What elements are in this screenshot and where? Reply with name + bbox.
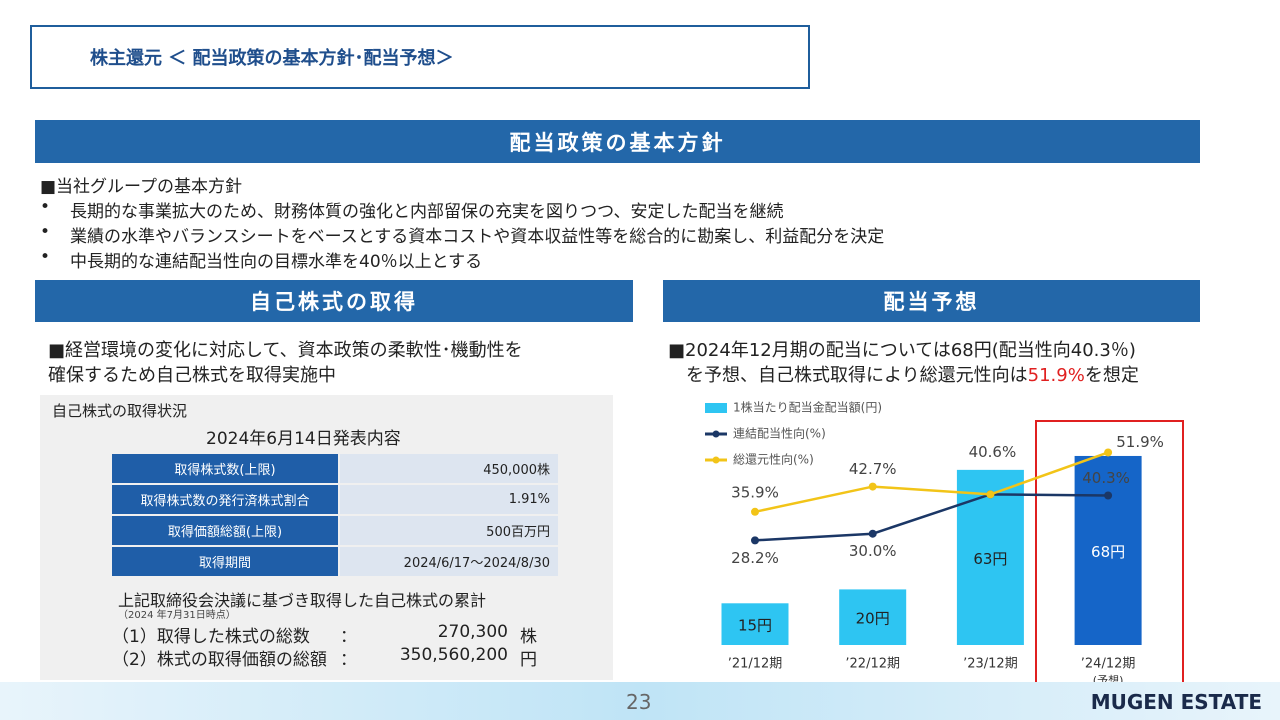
row-value: 1.91%: [340, 485, 558, 514]
status-title: 自己株式の取得状況: [52, 402, 188, 420]
footer-band: [0, 682, 1280, 720]
row-value: 2024/6/17～2024/8/30: [340, 547, 558, 576]
point: [1104, 491, 1113, 500]
line: [754, 451, 1109, 514]
logo: MUGEN ESTATE: [1090, 690, 1262, 714]
as-of: （2024 年7月31日時点）: [118, 610, 236, 621]
data-label: 40.6%: [969, 443, 1017, 461]
legend-swatch: [712, 456, 720, 464]
intro: ■当社グループの基本方針: [40, 177, 243, 197]
page-number: 23: [626, 690, 652, 714]
item-colon: ：: [340, 650, 357, 670]
item-unit: 株: [520, 627, 537, 647]
item-colon: ：: [340, 627, 357, 647]
lead: を予想、自己株式取得により総還元性向は51.9%を想定: [686, 361, 1139, 387]
point: [1104, 448, 1113, 457]
legend-swatch: [705, 403, 727, 413]
point: [868, 529, 877, 538]
table-row: 取得株式数(上限) 450,000株: [112, 454, 558, 483]
point: [751, 536, 759, 545]
bar: [956, 469, 1024, 645]
legend-swatch: [712, 430, 720, 438]
table-row: 取得株式数の発行済株式割合 1.91%: [112, 485, 558, 514]
bar: [1074, 455, 1142, 645]
row-label: 取得価額総額(上限): [112, 516, 338, 545]
section-heading: 配当予想: [663, 280, 1200, 322]
x-tick-label: ’24/12期: [1081, 657, 1136, 672]
bullet: 長期的な事業拡大のため、財務体質の強化と内部留保の充実を図りつつ、安定した配当を…: [70, 202, 784, 222]
data-label: 30.0%: [849, 542, 897, 560]
bar: [839, 589, 907, 645]
row-value: 450,000株: [340, 454, 558, 483]
table-row: 取得価額総額(上限) 500百万円: [112, 516, 558, 545]
section-heading: 配当政策の基本方針: [35, 120, 1200, 163]
line: [754, 493, 1109, 542]
bullet: 業績の水準やバランスシートをベースとする資本コストや資本収益性等を総合的に勘案し…: [70, 227, 885, 247]
point: [868, 482, 877, 491]
bullet-dot: •: [40, 197, 51, 217]
data-label: 68円: [1091, 543, 1125, 561]
bullet: 中長期的な連結配当性向の目標水準を40％以上とする: [70, 252, 483, 272]
table-row: 取得期間 2024/6/17～2024/8/30: [112, 547, 558, 576]
announcement: 2024年6月14日発表内容: [206, 429, 401, 449]
data-label: 42.7%: [849, 460, 897, 478]
cumulative-title: 上記取締役会決議に基づき取得した自己株式の累計: [118, 591, 487, 610]
bar: [721, 603, 789, 645]
data-label: 63円: [973, 550, 1007, 568]
lead: 確保するため自己株式を取得実施中: [48, 365, 336, 386]
point: [751, 507, 759, 516]
item-value: 350,560,200: [399, 645, 508, 665]
data-label: 28.2%: [731, 549, 779, 567]
data-label: 35.9%: [731, 483, 779, 501]
data-label: 15円: [738, 617, 772, 635]
data-label: 20円: [856, 610, 890, 628]
item-unit: 円: [520, 650, 537, 670]
highlight: 51.9%: [1027, 365, 1085, 386]
data-label: 40.3%: [1082, 469, 1130, 487]
lead: ■2024年12月期の配当については68円(配当性向40.3％): [668, 340, 1136, 361]
legend-label: 1株当たり配当金配当額(円): [733, 400, 882, 415]
row-value: 500百万円: [340, 516, 558, 545]
title-box: [30, 25, 810, 89]
row-label: 取得株式数(上限): [112, 454, 338, 483]
item-label: （1）取得した株式の総数: [112, 627, 310, 647]
row-label: 取得株式数の発行済株式割合: [112, 485, 338, 514]
legend-label: 連結配当性向(%): [733, 426, 826, 441]
point: [986, 490, 995, 499]
x-tick-label: ’23/12期: [963, 657, 1018, 672]
item-value: 270,300: [437, 622, 508, 642]
item-label: （2）株式の取得価額の総額: [112, 650, 327, 670]
data-label: 51.9%: [1116, 433, 1164, 451]
x-tick-label: ’22/12期: [845, 657, 900, 672]
legend-label: 総還元性向(%): [733, 452, 814, 467]
slide-title: 株主還元 ＜ 配当政策の基本方針･配当予想＞: [90, 48, 454, 69]
lead: ■経営環境の変化に対応して、資本政策の柔軟性･機動性を: [48, 340, 523, 361]
lead-text: を予想、自己株式取得により総還元性向は: [686, 365, 1028, 386]
bullet-dot: •: [40, 222, 51, 242]
x-tick-label: ’21/12期: [728, 657, 783, 672]
lead-text: を想定: [1084, 365, 1139, 386]
section-heading: 自己株式の取得: [35, 280, 633, 322]
bullet-dot: •: [40, 247, 51, 267]
buyback-table: 取得株式数(上限) 450,000株 取得株式数の発行済株式割合 1.91% 取得価額総…: [110, 452, 560, 578]
row-label: 取得期間: [112, 547, 338, 576]
